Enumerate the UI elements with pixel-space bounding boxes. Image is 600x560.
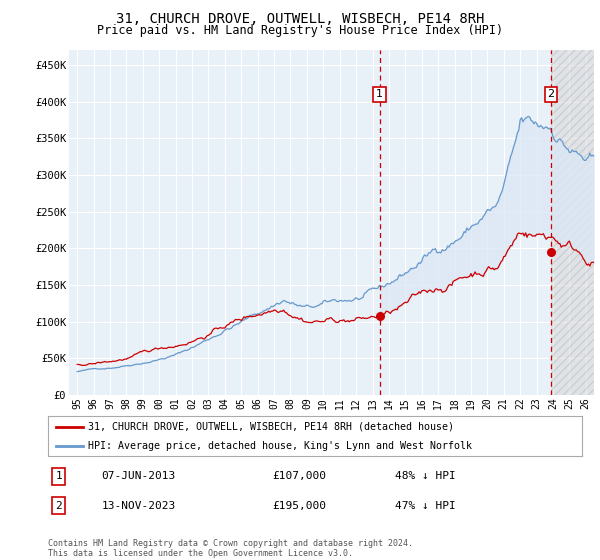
Text: 2: 2 (547, 90, 554, 99)
Text: 1: 1 (55, 471, 62, 481)
Text: 2: 2 (55, 501, 62, 511)
Point (375, 312, 385, 321)
Bar (551, 50, 594, 395)
Text: 07-JUN-2013: 07-JUN-2013 (101, 471, 176, 481)
Text: 31, CHURCH DROVE, OUTWELL, WISBECH, PE14 8RH: 31, CHURCH DROVE, OUTWELL, WISBECH, PE14… (116, 12, 484, 26)
Text: 47% ↓ HPI: 47% ↓ HPI (395, 501, 456, 511)
Text: £107,000: £107,000 (272, 471, 326, 481)
Text: 13-NOV-2023: 13-NOV-2023 (101, 501, 176, 511)
Point (546, 248, 556, 256)
Text: Contains HM Land Registry data © Crown copyright and database right 2024.
This d: Contains HM Land Registry data © Crown c… (48, 539, 413, 558)
Text: 48% ↓ HPI: 48% ↓ HPI (395, 471, 456, 481)
Text: 1: 1 (376, 90, 383, 99)
Text: HPI: Average price, detached house, King's Lynn and West Norfolk: HPI: Average price, detached house, King… (88, 441, 472, 451)
Text: £195,000: £195,000 (272, 501, 326, 511)
Text: 31, CHURCH DROVE, OUTWELL, WISBECH, PE14 8RH (detached house): 31, CHURCH DROVE, OUTWELL, WISBECH, PE14… (88, 422, 454, 432)
Text: Price paid vs. HM Land Registry's House Price Index (HPI): Price paid vs. HM Land Registry's House … (97, 24, 503, 37)
